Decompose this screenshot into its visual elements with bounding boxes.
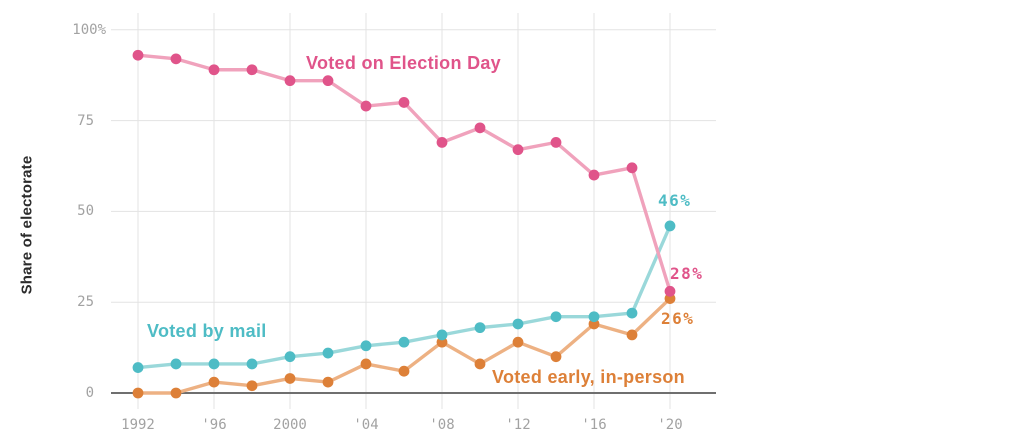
series-label-early-in-person: Voted early, in-person [492,367,685,387]
data-point-marker [322,75,334,87]
data-point-marker [398,336,410,348]
data-point-marker [626,162,638,174]
end-value-label-mail: 46% [658,191,692,210]
x-tick-label: '12 [505,417,531,433]
data-point-marker [436,136,448,148]
data-point-marker [588,311,600,323]
end-value-label-early-in-person: 26% [661,309,695,328]
data-point-marker [474,122,486,134]
data-point-marker [512,318,524,330]
data-point-marker [626,329,638,341]
data-point-marker [664,220,676,232]
data-point-marker [550,136,562,148]
data-point-marker [512,336,524,348]
data-point-marker [322,376,334,388]
data-point-marker [208,64,220,76]
x-tick-label: '20 [657,417,683,433]
data-point-marker [322,347,334,359]
data-point-marker [246,358,258,370]
data-point-marker [132,362,144,373]
data-point-marker [170,53,182,65]
data-point-marker [360,100,372,112]
y-tick-label: 25 [77,294,94,311]
series-label-mail: Voted by mail [147,321,267,341]
x-tick-label: 2000 [273,417,307,433]
data-point-marker [360,358,372,370]
data-point-marker [284,351,296,363]
y-tick-label: 0 [85,385,94,401]
x-tick-label: '96 [201,417,227,433]
data-point-marker [246,64,258,76]
data-point-marker [436,329,448,341]
data-point-marker [512,144,524,156]
x-tick-label: '08 [429,417,455,433]
end-value-label-election-day: 28% [670,264,704,283]
data-point-marker [550,351,562,363]
y-axis-title: Share of electorate [18,155,36,295]
y-tick-label: 75 [77,112,94,129]
data-point-marker [398,97,410,108]
data-point-marker [170,358,182,370]
data-point-marker [284,75,296,87]
data-point-marker [132,387,144,399]
data-point-marker [664,285,676,297]
y-tick-label: 50 [77,203,94,220]
x-tick-label: 1992 [121,417,155,433]
data-point-marker [208,376,220,388]
data-point-marker [626,307,638,319]
data-point-marker [588,169,600,181]
y-tick-label: 100% [72,21,106,38]
data-point-marker [398,365,410,377]
x-tick-label: '16 [581,417,607,433]
data-point-marker [474,322,486,334]
x-tick-label: '04 [353,417,379,433]
data-point-marker [132,49,144,61]
data-point-marker [360,340,372,352]
data-point-marker [284,373,296,384]
data-point-marker [170,387,182,399]
data-point-marker [550,311,562,323]
series-label-election-day: Voted on Election Day [306,53,501,73]
data-point-marker [474,358,486,370]
data-point-marker [246,380,258,392]
data-point-marker [208,358,220,370]
